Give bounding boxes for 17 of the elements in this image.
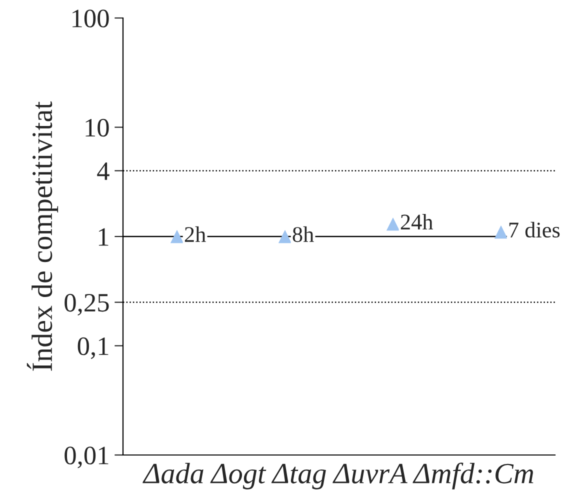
- y-tick-label: 1: [98, 228, 108, 246]
- point: [170, 230, 184, 244]
- point: [494, 225, 508, 239]
- y-axis-title: Índex de competitivitat: [26, 101, 58, 371]
- y-tick-label: 10: [86, 118, 109, 137]
- y-tick-label: 0,25: [64, 294, 109, 316]
- annotation: 2h: [184, 226, 206, 242]
- y-tick-label: 0,1: [78, 337, 108, 359]
- point: [278, 230, 292, 244]
- x-axis-title: Δada Δogt Δtag ΔuvrA Δmfd::Cm: [142, 462, 534, 490]
- y-tick-label: 4: [97, 162, 110, 180]
- annotation: 24h: [400, 214, 433, 230]
- annotation: 7 dies: [509, 222, 560, 238]
- point: [386, 217, 400, 231]
- y-tick-label: 100: [72, 10, 109, 28]
- annotation: 8h: [292, 226, 314, 242]
- y-tick-label: 0,01: [64, 446, 108, 468]
